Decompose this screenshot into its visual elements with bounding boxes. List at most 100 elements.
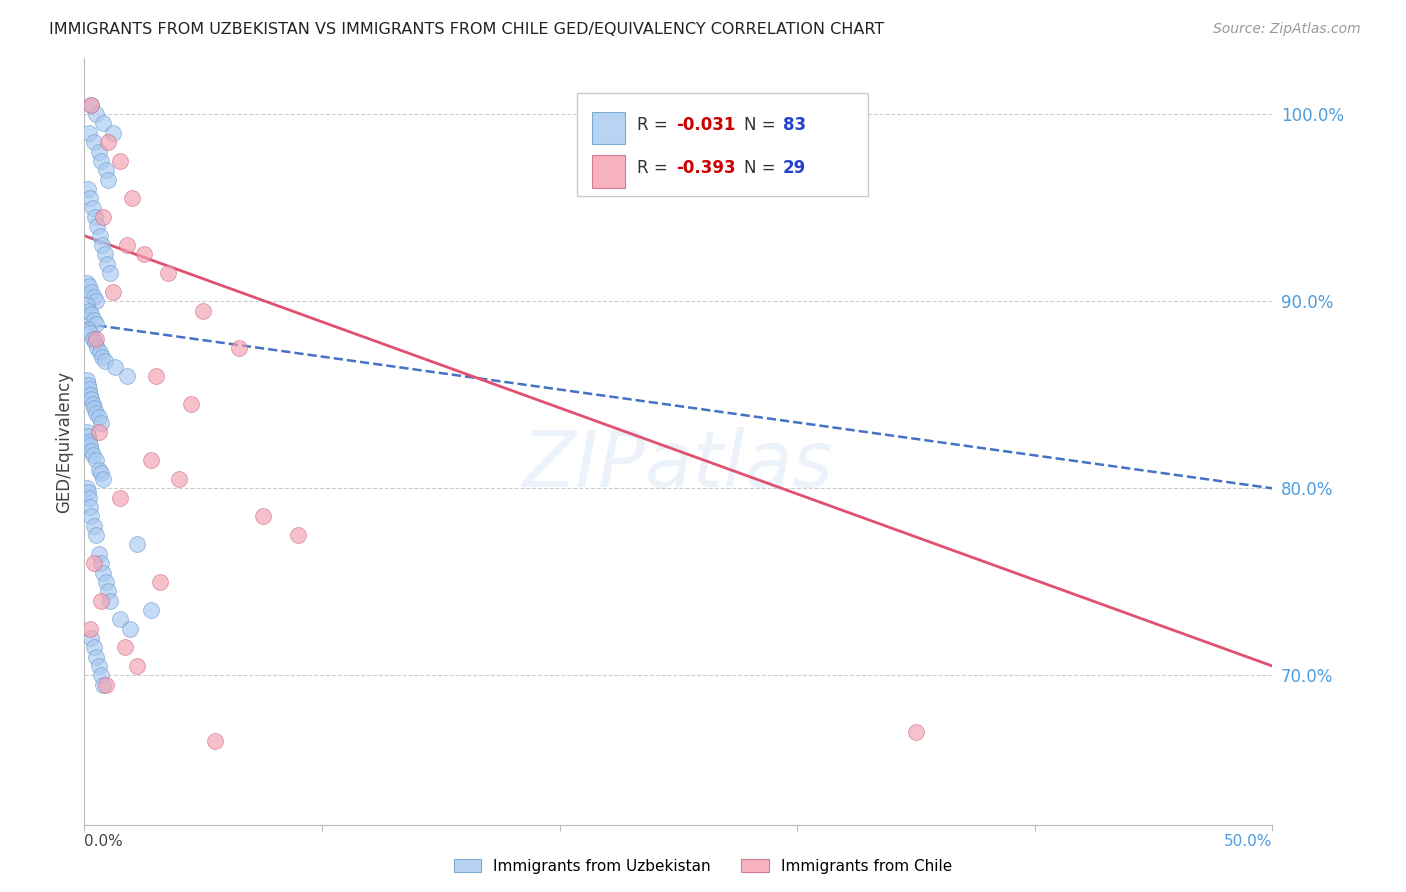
- Point: [90, 593, 112, 607]
- Point: [89, 228, 111, 243]
- Point: [76, 373, 98, 387]
- Point: [77, 279, 100, 293]
- Point: [108, 153, 131, 168]
- Point: [79, 388, 101, 402]
- Point: [125, 537, 148, 551]
- Text: R =: R =: [637, 116, 673, 134]
- Point: [84, 335, 107, 350]
- Point: [104, 359, 127, 374]
- Point: [77, 429, 100, 443]
- Point: [87, 145, 110, 159]
- Point: [93, 678, 115, 692]
- Point: [83, 401, 105, 415]
- Point: [101, 126, 124, 140]
- Legend: Immigrants from Uzbekistan, Immigrants from Chile: Immigrants from Uzbekistan, Immigrants f…: [447, 853, 959, 880]
- Point: [80, 631, 103, 645]
- Point: [76, 425, 98, 440]
- Point: [91, 351, 114, 365]
- Point: [80, 97, 103, 112]
- Point: [80, 392, 103, 406]
- Point: [86, 219, 108, 234]
- Point: [204, 734, 226, 748]
- Point: [84, 453, 107, 467]
- Point: [77, 434, 100, 449]
- Point: [79, 191, 101, 205]
- Point: [125, 659, 148, 673]
- Point: [90, 556, 112, 570]
- Point: [80, 509, 103, 524]
- Point: [90, 668, 112, 682]
- Point: [97, 584, 120, 599]
- Text: 83: 83: [783, 116, 806, 134]
- Point: [228, 341, 250, 355]
- Text: N =: N =: [744, 160, 780, 178]
- Point: [83, 518, 105, 533]
- Point: [76, 481, 98, 495]
- Point: [139, 453, 162, 467]
- Point: [149, 574, 172, 589]
- Point: [82, 332, 104, 346]
- Point: [84, 528, 107, 542]
- Point: [93, 247, 115, 261]
- Point: [80, 443, 103, 458]
- Point: [87, 659, 110, 673]
- Text: Source: ZipAtlas.com: Source: ZipAtlas.com: [1213, 22, 1361, 37]
- Point: [108, 612, 131, 626]
- Point: [77, 491, 100, 505]
- Point: [80, 285, 103, 299]
- Point: [86, 341, 108, 355]
- Point: [94, 163, 117, 178]
- Point: [77, 322, 100, 336]
- Point: [90, 467, 112, 481]
- Point: [84, 332, 107, 346]
- Point: [100, 266, 122, 280]
- Point: [84, 210, 107, 224]
- Point: [77, 485, 100, 500]
- Text: ZIPatlas: ZIPatlas: [523, 426, 834, 502]
- Point: [287, 528, 309, 542]
- Text: 50.0%: 50.0%: [1225, 834, 1272, 849]
- Point: [87, 425, 110, 440]
- Point: [93, 354, 115, 368]
- Point: [79, 326, 101, 340]
- Point: [156, 266, 179, 280]
- Point: [115, 369, 138, 384]
- Text: 29: 29: [783, 160, 806, 178]
- Text: R =: R =: [637, 160, 673, 178]
- Point: [93, 210, 115, 224]
- Point: [80, 97, 103, 112]
- Point: [84, 107, 107, 121]
- Point: [79, 500, 101, 514]
- Point: [82, 201, 104, 215]
- Point: [115, 238, 138, 252]
- Point: [145, 369, 167, 384]
- Point: [90, 416, 112, 430]
- Point: [84, 407, 107, 421]
- Point: [87, 410, 110, 425]
- Point: [118, 622, 141, 636]
- Point: [191, 303, 215, 318]
- Point: [82, 397, 104, 411]
- Point: [83, 640, 105, 655]
- Point: [97, 172, 120, 186]
- Point: [77, 303, 100, 318]
- Text: IMMIGRANTS FROM UZBEKISTAN VS IMMIGRANTS FROM CHILE GED/EQUIVALENCY CORRELATION : IMMIGRANTS FROM UZBEKISTAN VS IMMIGRANTS…: [49, 22, 884, 37]
- Point: [79, 622, 101, 636]
- Point: [139, 603, 162, 617]
- Point: [79, 438, 101, 452]
- Point: [77, 378, 100, 392]
- Text: N =: N =: [744, 116, 780, 134]
- Point: [77, 182, 100, 196]
- Point: [77, 126, 100, 140]
- Point: [83, 135, 105, 149]
- Point: [108, 491, 131, 505]
- Point: [84, 317, 107, 331]
- Point: [89, 344, 111, 359]
- Point: [83, 556, 105, 570]
- Point: [100, 593, 122, 607]
- Bar: [592, 155, 624, 187]
- Point: [76, 276, 98, 290]
- Text: -0.031: -0.031: [676, 116, 735, 134]
- Point: [93, 566, 115, 580]
- Point: [101, 285, 124, 299]
